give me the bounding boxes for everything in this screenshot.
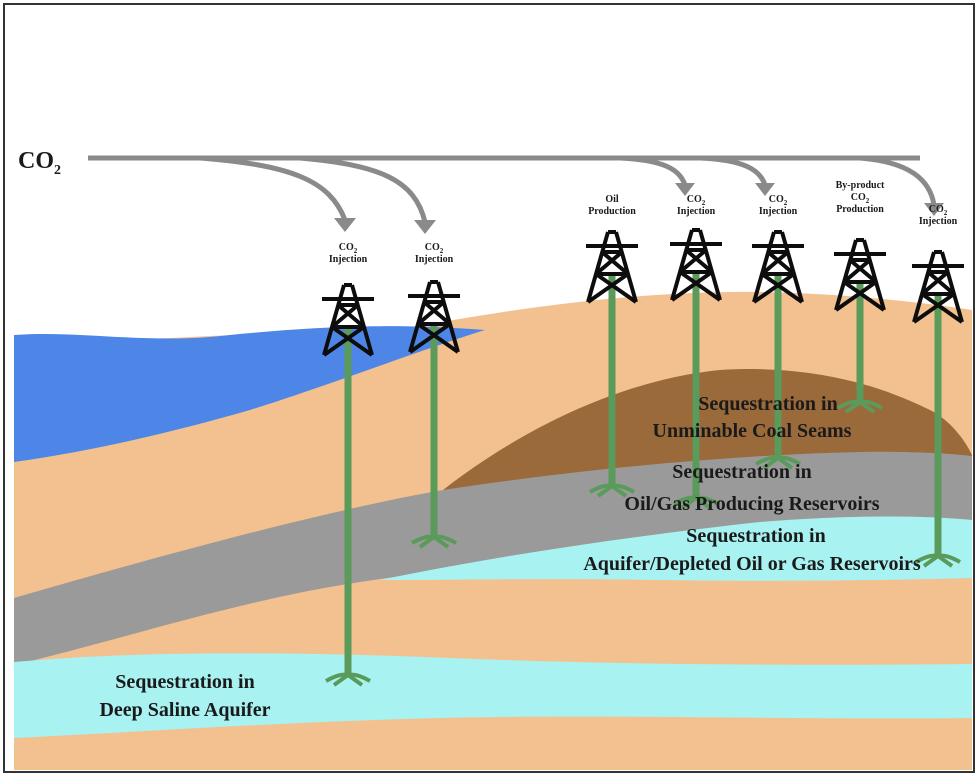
zone-coal-label-2: Unminable Coal Seams (653, 420, 852, 442)
zone-aquifer-label-1: Sequestration in (686, 525, 825, 547)
zone-deep-saline-label-1: Sequestration in (115, 671, 254, 693)
well-label-line: Injection (415, 254, 454, 265)
well-label-line: Injection (677, 206, 716, 217)
zone-aquifer-label-2: Aquifer/Depleted Oil or Gas Reservoirs (583, 553, 921, 575)
zone-coal-label-1: Sequestration in (698, 393, 837, 415)
well-label-line: Injection (759, 206, 798, 217)
zone-oilgas-label-2: Oil/Gas Producing Reservoirs (624, 493, 879, 515)
well-label-line: Oil (605, 194, 619, 205)
well-label-line: Injection (919, 216, 958, 227)
zone-deep-saline-label-2: Deep Saline Aquifer (99, 699, 270, 721)
well-label-line: By-product (836, 180, 885, 191)
well-label-line: Production (588, 206, 636, 217)
well-label-line: Injection (329, 254, 368, 265)
well-label-line: Production (836, 204, 884, 215)
zone-oilgas-label-1: Sequestration in (672, 461, 811, 483)
